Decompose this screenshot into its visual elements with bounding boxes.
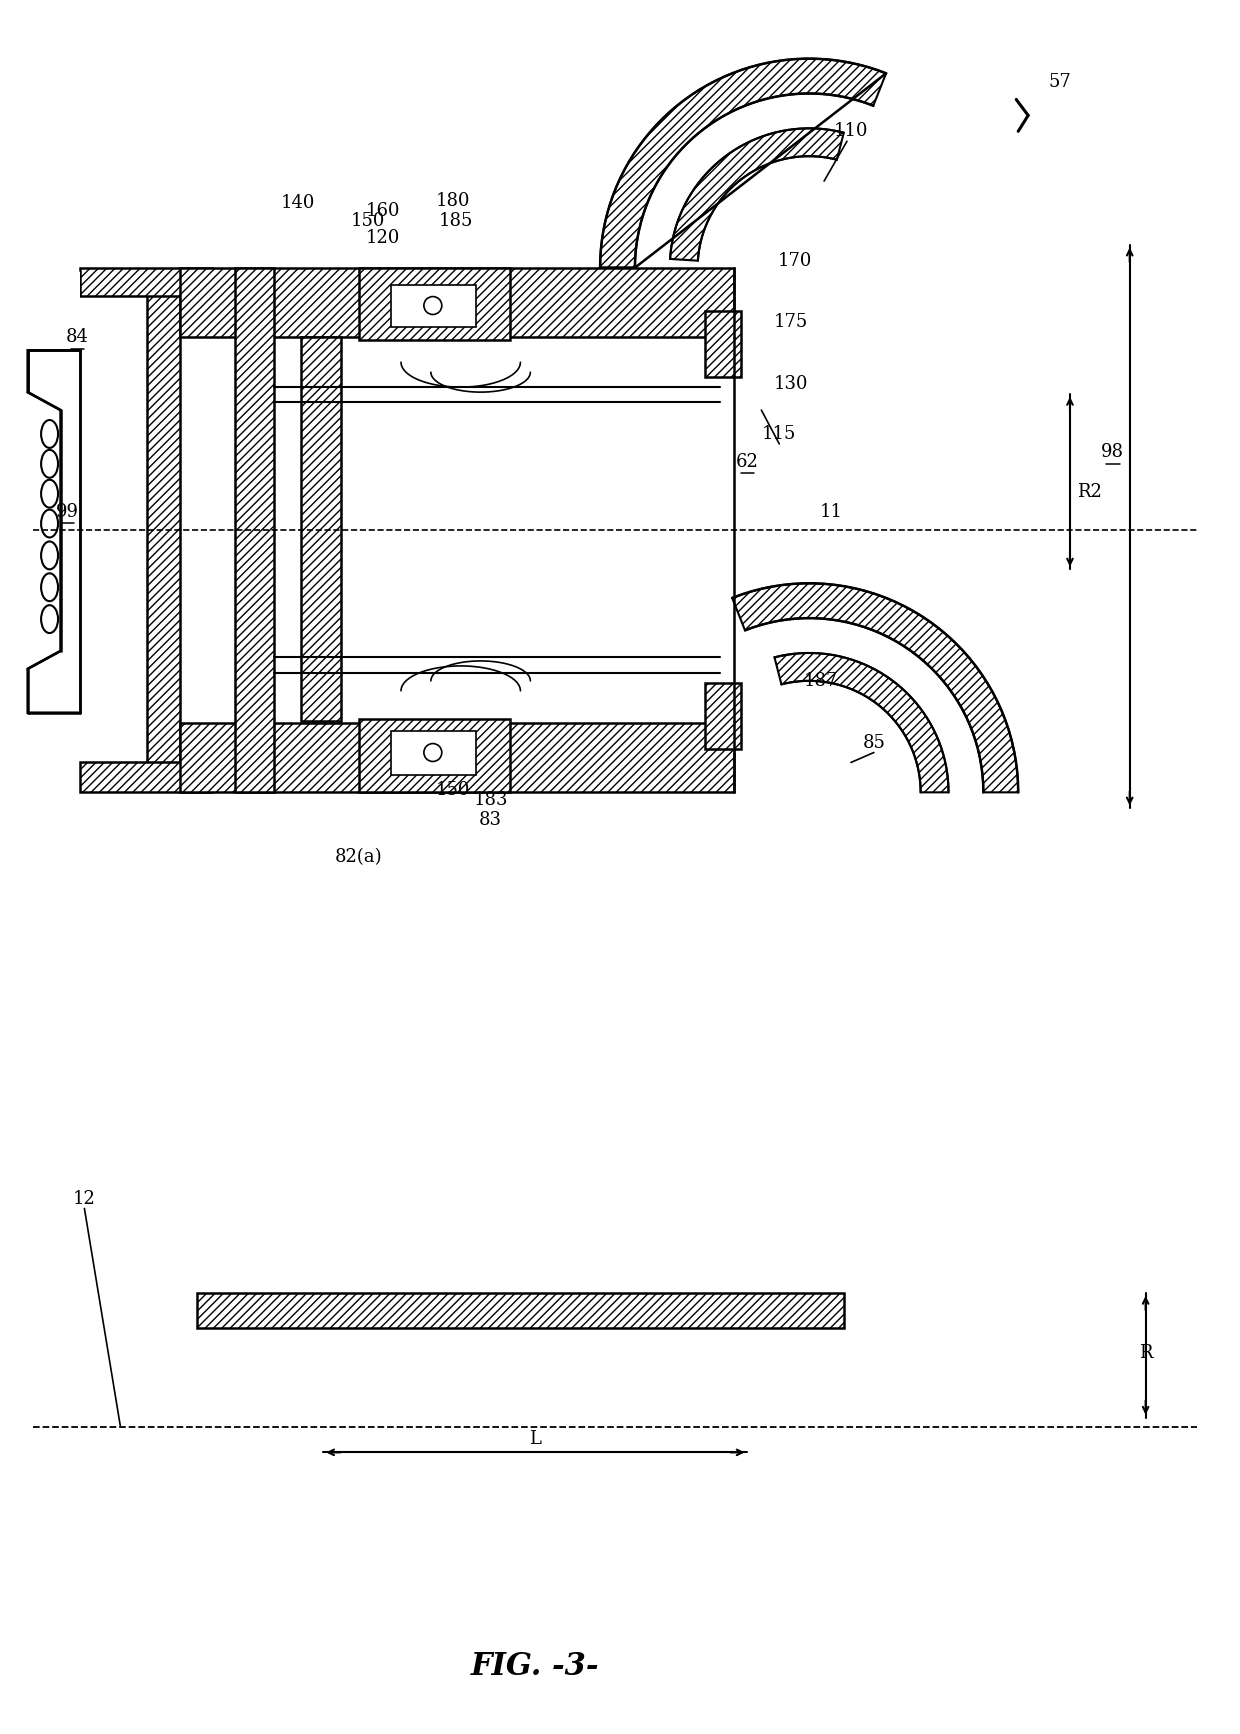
Text: 183: 183 <box>474 791 508 810</box>
Text: 99: 99 <box>56 503 79 520</box>
Text: 170: 170 <box>777 251 812 271</box>
Polygon shape <box>301 338 341 721</box>
Polygon shape <box>704 310 742 378</box>
Polygon shape <box>775 654 949 792</box>
Text: 62: 62 <box>737 453 759 472</box>
Polygon shape <box>360 718 511 792</box>
Polygon shape <box>600 59 887 267</box>
Text: 12: 12 <box>73 1190 95 1207</box>
Text: 83: 83 <box>479 812 502 829</box>
Text: 82(a): 82(a) <box>335 848 382 865</box>
Text: 11: 11 <box>820 503 842 520</box>
Text: 120: 120 <box>366 229 401 246</box>
Polygon shape <box>670 128 843 260</box>
Text: 150: 150 <box>435 782 470 799</box>
Text: 84: 84 <box>66 328 89 347</box>
Polygon shape <box>180 723 734 792</box>
Text: R: R <box>1138 1344 1152 1361</box>
Polygon shape <box>27 350 81 713</box>
Text: 140: 140 <box>280 194 315 212</box>
Polygon shape <box>234 267 274 792</box>
Text: 180: 180 <box>435 192 470 210</box>
Text: 175: 175 <box>774 314 808 331</box>
Text: 98: 98 <box>1101 442 1125 461</box>
Polygon shape <box>732 583 1018 792</box>
Text: R2: R2 <box>1078 482 1102 501</box>
Polygon shape <box>81 763 212 792</box>
Polygon shape <box>81 267 212 295</box>
Polygon shape <box>704 683 742 749</box>
Text: 130: 130 <box>774 375 808 394</box>
Text: 57: 57 <box>1049 73 1071 90</box>
Text: 160: 160 <box>366 201 401 220</box>
Polygon shape <box>391 730 476 775</box>
Polygon shape <box>360 267 511 340</box>
Polygon shape <box>391 284 476 328</box>
Text: 115: 115 <box>763 425 796 442</box>
Polygon shape <box>180 267 734 338</box>
Text: 85: 85 <box>863 733 885 751</box>
Text: FIG. -3-: FIG. -3- <box>471 1651 600 1682</box>
Text: 150: 150 <box>351 212 386 231</box>
Text: L: L <box>529 1431 542 1448</box>
Polygon shape <box>27 271 81 350</box>
Text: 187: 187 <box>804 671 838 690</box>
Polygon shape <box>148 286 180 782</box>
Text: 185: 185 <box>439 212 472 231</box>
Text: 110: 110 <box>833 123 868 140</box>
Polygon shape <box>197 1294 844 1328</box>
